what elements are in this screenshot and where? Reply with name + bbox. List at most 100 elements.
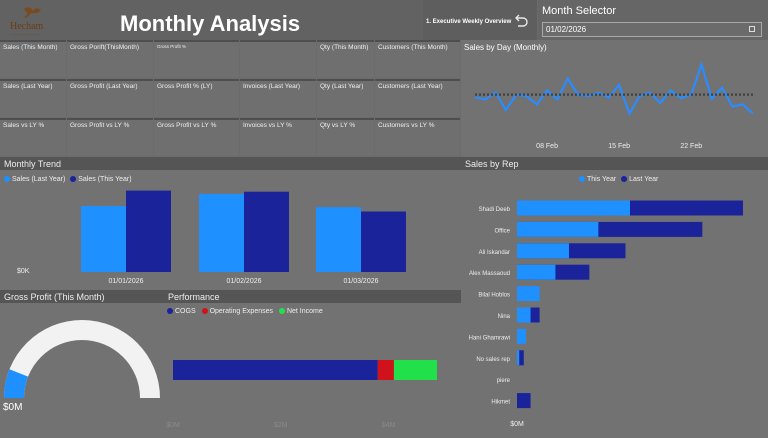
x-tick-label: 22 Feb <box>680 143 702 150</box>
legend-net-income-dot <box>278 308 285 315</box>
logo-text: Hecham <box>10 21 44 32</box>
kpi-label: Customers vs LY % <box>378 122 435 129</box>
sales-by-day-chart: 08 Feb 15 Feb 22 Feb <box>474 60 754 150</box>
kpi-card: Qty (Last Year) <box>317 79 374 117</box>
sales-by-rep-chart: Shadi Deeb Office Ali Iskandar Alex Massaou… <box>469 200 743 428</box>
x-tick-label: $0M <box>166 422 180 429</box>
x-tick-label: $2M <box>274 422 288 429</box>
kpi-card: Gross Profit (Last Year) <box>67 79 153 117</box>
performance-chart: $0M $2M $4M <box>166 360 437 429</box>
legend-cogs: COGS <box>175 308 196 315</box>
legend-last-year-dot <box>4 176 10 183</box>
rep-bar-this-year <box>517 221 599 237</box>
monthly-trend-chart: 01/01/2026 01/02/2026 01/03/2026 <box>81 190 406 285</box>
kpi-card: Sales vs LY % <box>0 118 66 156</box>
rep-label: Hani Ghamrawi <box>469 335 510 341</box>
back-arrow-icon[interactable] <box>514 12 530 28</box>
kpi-label: Sales (This Month) <box>3 44 58 51</box>
legend-this-year-dot <box>579 176 585 183</box>
legend-opex: Operating Expenses <box>209 308 274 315</box>
kpi-label: Gross Profit % <box>157 44 187 49</box>
kpi-label: Sales (Last Year) <box>3 83 53 90</box>
legend-last-year: Sales (Last Year) <box>12 176 66 183</box>
x-tick-label: $4M <box>382 422 396 429</box>
header-bar <box>0 0 423 40</box>
rep-label: Ali Iskandar <box>479 250 510 256</box>
gross-profit-gauge <box>4 320 160 398</box>
monthly-trend-y-label: $0K <box>17 268 30 275</box>
page-title: Monthly Analysis <box>120 11 301 36</box>
gross-profit-header: Gross Profit (This Month) <box>0 290 164 303</box>
trend-bar <box>361 211 406 272</box>
trend-bar <box>81 206 126 272</box>
kpi-label: Gross Profit (Last Year) <box>70 83 138 90</box>
kpi-card: Gross Porift(ThisMonth) <box>67 40 153 78</box>
legend-opex-dot <box>201 308 208 315</box>
kpi-label: Qty (This Month) <box>320 44 369 51</box>
trend-bar <box>199 193 244 272</box>
kpi-card: Gross Profit % (LY) <box>154 79 239 117</box>
sales-by-day-title: Sales by Day (Monthly) <box>464 43 547 52</box>
rep-bar-this-year <box>517 264 556 280</box>
performance-segment <box>393 360 437 380</box>
sales-line-series <box>474 60 754 117</box>
trend-bar <box>126 190 171 272</box>
kpi-card: Sales (This Month) <box>0 40 66 78</box>
kpi-label: Sales vs LY % <box>3 122 45 129</box>
sales-by-rep-legend: This Year Last Year <box>579 176 658 183</box>
legend-this-year: This Year <box>587 176 617 183</box>
gauge-fill <box>4 369 29 398</box>
company-logo: Hecham ————————— <box>4 4 62 38</box>
month-selector-label: Month Selector <box>542 5 616 17</box>
rep-label: Nina <box>498 314 511 320</box>
kpi-label: Gross Profit % (LY) <box>157 83 213 90</box>
kpi-card: Invoices (Last Year) <box>240 79 316 117</box>
logo-icon <box>23 7 41 18</box>
rep-label: Office <box>494 228 510 234</box>
kpi-label: Invoices (Last Year) <box>243 83 301 90</box>
kpi-label: Qty (Last Year) <box>320 83 364 90</box>
gross-profit-value: $0M <box>3 402 23 413</box>
rep-bar-this-year <box>517 350 520 366</box>
x-axis-label: $0M <box>510 421 524 428</box>
kpi-label: Customers (Last Year) <box>378 83 443 90</box>
x-tick-label: 01/03/2026 <box>343 278 378 285</box>
kpi-card: Customers (This Month) <box>375 40 460 78</box>
kpi-label: Gross Profit vs LY % <box>157 122 217 129</box>
legend-last-year: Last Year <box>629 176 659 183</box>
kpi-card: Customers vs LY % <box>375 118 460 156</box>
rep-label: Bilal Hoblos <box>478 293 510 299</box>
sales-by-day-panel <box>461 40 768 157</box>
rep-bar-last-year <box>517 350 524 366</box>
performance-segment <box>173 360 378 380</box>
kpi-label: Gross Porift(ThisMonth) <box>70 44 139 51</box>
kpi-card: Invoices vs LY % <box>240 118 316 156</box>
rep-bar-this-year <box>517 243 569 259</box>
rep-bar-this-year <box>517 200 630 216</box>
kpi-card: Gross Profit % <box>154 40 239 78</box>
kpi-label: Gross Profit vs LY % <box>70 122 130 129</box>
x-tick-label: 01/01/2026 <box>108 278 143 285</box>
gauge-track <box>4 320 160 398</box>
kpi-label: Qty vs LY % <box>320 122 356 129</box>
nav-button-executive-overview[interactable]: 1. Executive Weekly Overview <box>426 19 512 25</box>
rep-bar-this-year <box>517 328 527 344</box>
kpi-card: Gross Profit vs LY % <box>154 118 239 156</box>
logo-subtext: ————————— <box>10 32 42 36</box>
rep-label: piere <box>497 378 511 384</box>
legend-last-year-dot <box>621 176 628 183</box>
calendar-icon[interactable] <box>749 26 755 32</box>
month-selector-value: 01/02/2026 <box>546 25 587 34</box>
kpi-card: Gross Profit vs LY % <box>67 118 153 156</box>
rep-bar-last-year <box>517 393 531 409</box>
trend-bar <box>244 191 289 272</box>
sales-by-rep-header: Sales by Rep <box>461 157 768 170</box>
x-tick-label: 08 Feb <box>536 143 558 150</box>
trend-bar <box>316 207 361 272</box>
month-selector-dropdown[interactable]: 01/02/2026 <box>542 22 762 37</box>
rep-label: Shadi Deeb <box>479 207 511 213</box>
legend-cogs-dot <box>167 308 173 315</box>
monthly-trend-header: Monthly Trend <box>0 157 461 170</box>
legend-this-year-dot <box>70 176 77 183</box>
x-tick-label: 01/02/2026 <box>226 278 261 285</box>
